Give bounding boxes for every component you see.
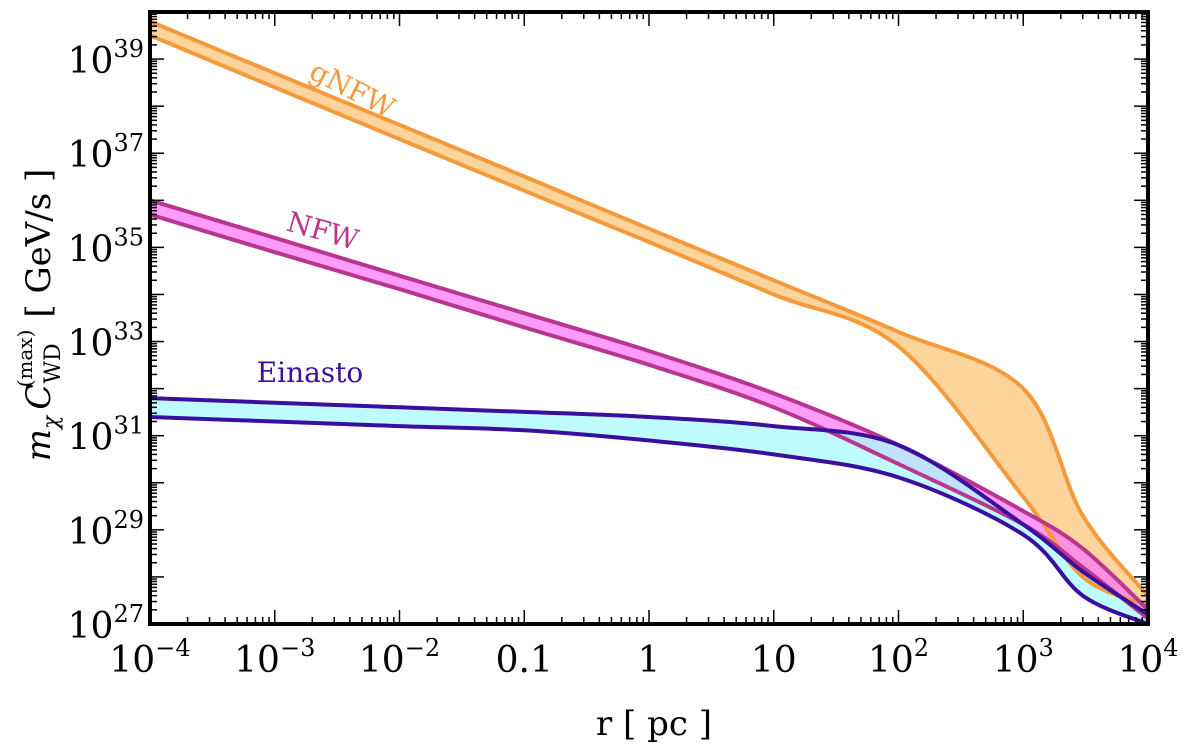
y-tick-exponent: 31 (113, 412, 144, 440)
x-tick-base: 0.1 (496, 640, 553, 681)
line-nfw-upper (150, 198, 1148, 612)
y-tick-base: 10 (68, 229, 114, 270)
y-label-prefix-sub: χ (39, 414, 64, 431)
y-axis-label: mχCWD(max) [ GeV/s ] (13, 169, 66, 462)
y-tick-base: 10 (68, 418, 114, 459)
x-tick-exponent: −2 (405, 634, 440, 662)
x-tick-base: 10 (359, 640, 405, 681)
x-tick-base: 10 (1117, 640, 1163, 681)
x-tick-label: 103 (993, 634, 1054, 681)
x-tick-label: 10 (751, 640, 797, 681)
y-tick-label: 1033 (68, 318, 144, 365)
y-tick-label: 1027 (68, 600, 144, 647)
line-einasto-lower (150, 415, 1148, 624)
bands-layer (150, 21, 1148, 624)
y-tick-exponent: 29 (113, 506, 144, 534)
x-tick-label: 102 (868, 634, 929, 681)
series-label-einasto: Einasto (257, 356, 364, 389)
y-label-main-sup: (max) (13, 330, 37, 388)
plot-frame (148, 10, 1150, 626)
x-tick-label: 0.1 (496, 640, 553, 681)
x-tick-exponent: −3 (280, 634, 315, 662)
band-einasto (150, 398, 1148, 624)
x-tick-exponent: 4 (1163, 634, 1178, 662)
line-einasto-upper (150, 396, 1148, 617)
y-tick-exponent: 37 (113, 129, 144, 157)
x-tick-base: 10 (234, 640, 280, 681)
y-label-unit: [ GeV/s ] (19, 169, 59, 318)
y-tick-base: 10 (68, 606, 114, 647)
x-tick-exponent: −4 (155, 634, 190, 662)
x-tick-base: 10 (751, 640, 797, 681)
y-tick-label: 1039 (68, 35, 144, 82)
ticks-layer (149, 11, 1149, 625)
y-tick-base: 10 (68, 135, 114, 176)
y-tick-label: 1037 (68, 129, 144, 176)
x-tick-base: 1 (638, 640, 661, 681)
y-tick-label: 1031 (68, 412, 144, 459)
x-tick-label: 10−2 (359, 634, 440, 681)
line-gnfw-upper (150, 19, 1148, 597)
y-label-main-sub: WD (41, 343, 66, 383)
y-tick-exponent: 35 (113, 223, 144, 251)
x-tick-exponent: 3 (1039, 634, 1054, 662)
y-tick-exponent: 27 (113, 600, 144, 628)
x-tick-label: 104 (1117, 634, 1178, 681)
y-tick-label: 1029 (68, 506, 144, 553)
y-tick-base: 10 (68, 512, 114, 553)
x-tick-label: 10−3 (234, 634, 315, 681)
y-tick-exponent: 33 (113, 318, 144, 346)
x-tick-label: 10−4 (109, 634, 190, 681)
y-tick-exponent: 39 (113, 35, 144, 63)
x-tick-base: 10 (993, 640, 1039, 681)
band-nfw (150, 200, 1148, 619)
lines-layer (150, 19, 1148, 624)
y-tick-base: 10 (68, 324, 114, 365)
x-tick-label: 1 (638, 640, 661, 681)
y-tick-label: 1035 (68, 223, 144, 270)
x-tick-exponent: 2 (914, 634, 929, 662)
y-tick-base: 10 (68, 41, 114, 82)
x-axis-label: r [ pc ] (596, 704, 712, 744)
x-tick-base: 10 (109, 640, 155, 681)
x-tick-labels: 10−4 10−3 10−2 0.1 1 10 102 103 104 (109, 634, 1178, 681)
x-tick-base: 10 (868, 640, 914, 681)
y-label-prefix: m (19, 429, 59, 461)
y-label-main: C (19, 384, 59, 410)
